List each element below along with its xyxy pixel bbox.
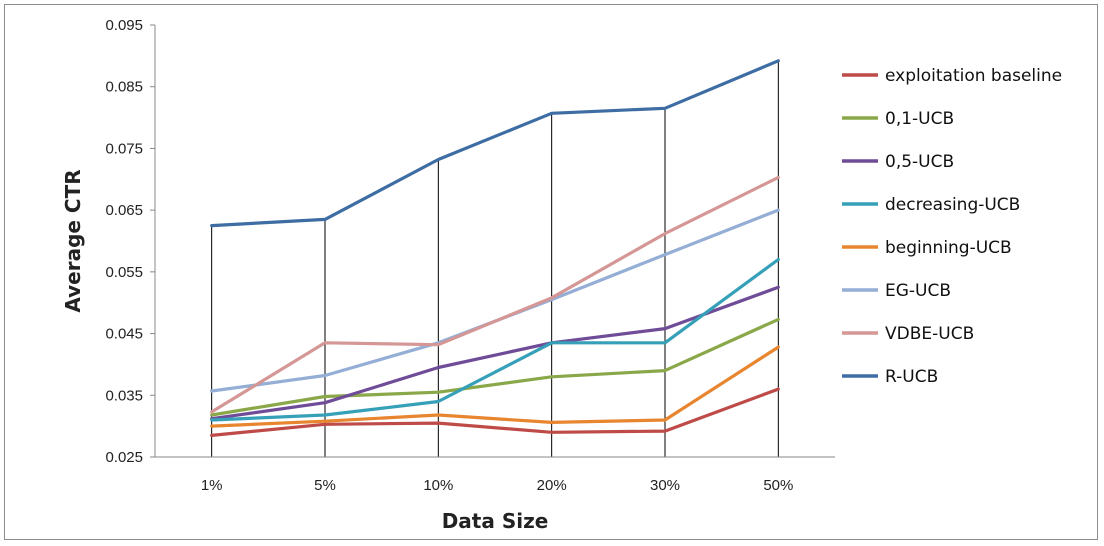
legend-entry: beginning-UCB [842,238,1012,258]
x-tick-label: 50% [763,477,793,494]
legend-label: EG-UCB [885,281,951,301]
y-tick-label: 0.075 [105,140,143,157]
series-lines [210,59,780,437]
y-tick-label: 0.065 [105,202,143,219]
legend-label: 0,5-UCB [885,152,954,172]
y-tick-labels: 0.025 0.035 0.045 0.055 0.065 0.075 0.085 0.095 [105,17,155,466]
legend-entry: exploitation baseline [842,66,1062,86]
series-line-vdbe-ucb [210,175,780,414]
legend-entry: 0,5-UCB [842,152,954,172]
x-tick-label: 20% [537,477,567,494]
legend-entry: decreasing-UCB [842,195,1020,215]
x-tick-label: 10% [423,477,453,494]
series-line-eg-ucb [210,208,780,393]
x-axis-title: Data Size [442,509,549,533]
legend-entry: 0,1-UCB [842,109,954,129]
series-line-beginning-ucb [210,345,780,428]
legend-label: decreasing-UCB [885,195,1020,215]
legend-entry: EG-UCB [842,281,951,301]
drop-lines [211,60,779,457]
chart-frame [4,4,1098,540]
y-tick-label: 0.035 [105,387,143,404]
x-tick-labels: 1% 5% 10% 20% 30% 50% [201,477,794,494]
y-tick-label: 0.025 [105,449,143,466]
series-line-decreasing-ucb [210,257,780,422]
legend: exploitation baseline 0,1-UCB 0,5-UCB decre… [842,66,1062,387]
y-tick-label: 0.085 [105,79,143,96]
series-line-r-ucb [210,59,780,228]
series-line-0-5-ucb [210,285,780,421]
series-line-0-1-ucb [210,317,780,417]
legend-label: VDBE-UCB [885,324,974,344]
x-tick-label: 30% [650,477,680,494]
y-axis-title: Average CTR [61,169,85,312]
series-line-exploitation-baseline [210,387,780,437]
legend-label: exploitation baseline [885,66,1062,86]
legend-label: 0,1-UCB [885,109,954,129]
legend-label: beginning-UCB [885,238,1012,258]
legend-entry: VDBE-UCB [842,324,974,344]
y-tick-label: 0.045 [105,326,143,343]
x-tick-label: 1% [201,477,223,494]
x-tick-label: 5% [314,477,336,494]
y-tick-label: 0.095 [105,17,143,34]
y-tick-label: 0.055 [105,264,143,281]
legend-entry: R-UCB [842,367,938,387]
legend-label: R-UCB [885,367,938,387]
